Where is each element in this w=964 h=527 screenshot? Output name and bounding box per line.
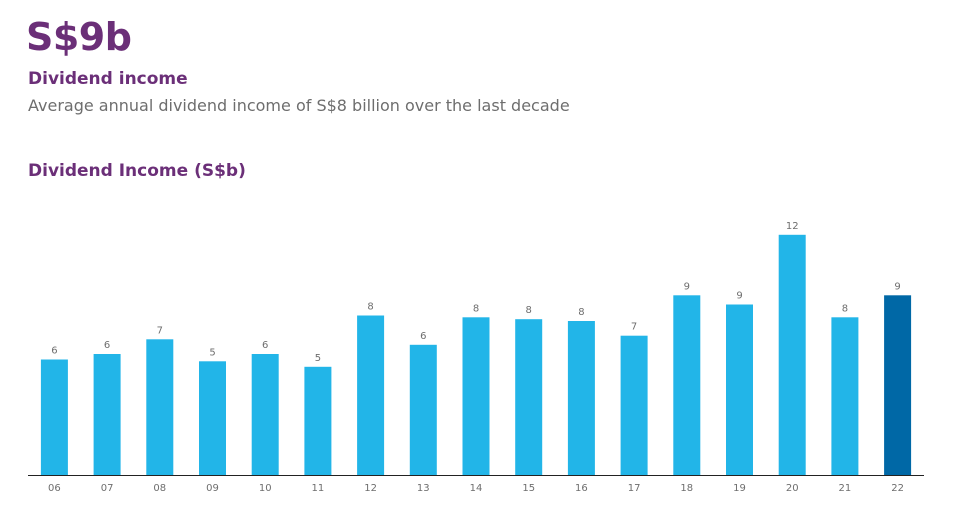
x-tick-label-12: 12 (364, 483, 377, 494)
bar-10 (251, 354, 279, 475)
x-tick-label-13: 13 (417, 483, 430, 494)
bar-19 (726, 304, 753, 475)
x-tick-label-15: 15 (522, 483, 535, 494)
x-tick-label-10: 10 (259, 483, 272, 494)
chart-title: Dividend Income (S$b) (28, 161, 246, 181)
x-tick-label-17: 17 (628, 483, 641, 494)
bar-12 (357, 315, 385, 475)
x-tick-label-22: 22 (891, 483, 904, 494)
bar-value-label-12: 8 (367, 302, 373, 313)
bar-07 (93, 354, 121, 475)
bar-06 (40, 359, 68, 475)
x-tick-label-18: 18 (680, 483, 693, 494)
bar-value-label-18: 9 (684, 281, 690, 292)
bar-16 (567, 321, 595, 475)
x-tick-label-14: 14 (470, 483, 483, 494)
x-tick-label-11: 11 (312, 483, 325, 494)
section-subtitle: Dividend income (28, 69, 188, 89)
x-tick-label-21: 21 (839, 483, 852, 494)
bar-value-label-08: 7 (157, 325, 163, 336)
bar-11 (304, 366, 332, 475)
bar-13 (409, 344, 437, 475)
bar-20 (778, 234, 806, 475)
bar-value-label-13: 6 (420, 331, 426, 342)
bar-value-label-11: 5 (315, 353, 321, 364)
bar-value-label-16: 8 (578, 307, 584, 318)
bar-22 (884, 295, 912, 475)
bar-value-label-10: 6 (262, 340, 268, 351)
x-tick-label-06: 06 (48, 483, 61, 494)
x-tick-label-16: 16 (575, 483, 588, 494)
bar-09 (199, 361, 226, 475)
bar-value-label-17: 7 (631, 322, 637, 333)
bar-value-label-09: 5 (209, 347, 215, 358)
bar-value-label-07: 6 (104, 340, 110, 351)
bar-value-label-21: 8 (842, 303, 848, 314)
bar-value-label-20: 12 (786, 221, 799, 232)
x-tick-label-group: 06 07 08 09 10 11 12 13 14 15 16 17 18 19 20 21 22 (48, 483, 904, 494)
bar-value-label-22: 9 (894, 281, 900, 292)
bar-value-label-15: 8 (526, 305, 532, 316)
x-tick-label-07: 07 (101, 483, 114, 494)
x-tick-label-20: 20 (786, 483, 799, 494)
headline-value: S$9b (26, 15, 132, 59)
x-tick-label-09: 09 (206, 483, 219, 494)
bar-label-group: 6 6 7 5 6 5 8 6 8 8 8 7 9 9 12 8 9 (51, 221, 901, 364)
bar-value-label-06: 6 (51, 346, 57, 357)
bar-15 (515, 319, 543, 475)
bar-18 (673, 295, 701, 475)
bar-14 (462, 317, 490, 475)
x-tick-label-19: 19 (733, 483, 746, 494)
bar-value-label-14: 8 (473, 303, 479, 314)
bar-value-label-19: 9 (736, 291, 742, 302)
bar-08 (146, 339, 174, 475)
bar-21 (831, 317, 859, 475)
bar-group (40, 234, 912, 475)
section-description: Average annual dividend income of S$8 bi… (28, 96, 570, 115)
x-tick-label-08: 08 (153, 483, 166, 494)
bar-17 (620, 335, 648, 475)
